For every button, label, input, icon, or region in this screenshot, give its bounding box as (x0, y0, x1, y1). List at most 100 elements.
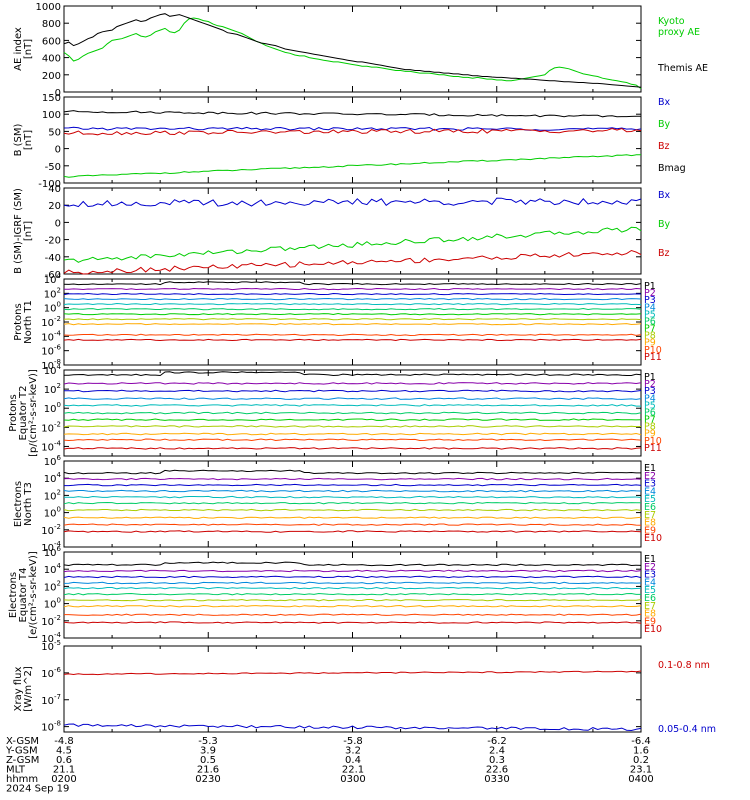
channel-line-e3 (63, 575, 642, 579)
series-line-themis-ae (63, 13, 642, 88)
y-tick-label: 100 (42, 110, 61, 121)
legend-e9: E9 (644, 525, 656, 536)
channel-line-e2 (63, 569, 642, 573)
legend-e2: E2 (644, 471, 656, 482)
axis-row-value: 22.6 (486, 765, 508, 776)
axis-row-value: 2.4 (489, 746, 505, 757)
legend-p5: P5 (644, 400, 656, 411)
y-axis-label: Protons (8, 394, 19, 431)
channel-line-e7 (63, 598, 642, 602)
y-tick-label: 10-8 (41, 720, 61, 734)
channel-line-e1 (63, 561, 642, 567)
legend-kyoto: proxy AE (658, 27, 700, 38)
axis-row-value: -5.8 (343, 736, 363, 747)
axis-row-value: 23.1 (630, 765, 652, 776)
legend-e4: E4 (644, 486, 656, 497)
legend-p6: P6 (644, 407, 656, 418)
y-tick-label: 102 (44, 488, 61, 502)
channel-line-p10 (63, 333, 642, 337)
y-tick-label: 10-2 (41, 614, 61, 628)
series-line-0.1-0.8 nm (63, 670, 642, 676)
series-line-0.05-0.4 nm (63, 723, 642, 732)
axis-row-value: 3.9 (200, 746, 216, 757)
y-tick-label: -50 (45, 162, 61, 173)
axis-row-label: hhmm (6, 774, 38, 785)
channel-line-p4 (63, 397, 642, 400)
legend-p9: P9 (644, 429, 656, 440)
legend-e7: E7 (644, 510, 656, 521)
legend-p10: P10 (644, 436, 662, 447)
axis-row-value: 4.5 (56, 746, 72, 757)
y-tick-label: 10-2 (41, 315, 61, 329)
y-tick-label: 104 (44, 562, 62, 576)
axis-row-value: 3.2 (345, 746, 361, 757)
y-tick-label: -60 (45, 270, 61, 281)
channel-line-p3 (64, 389, 642, 393)
y-tick-label: -100 (38, 179, 61, 190)
y-tick-label: 10-5 (41, 639, 61, 653)
legend-bx: Bx (658, 190, 671, 201)
legend-bz: Bz (658, 248, 670, 259)
y-tick-label: 100 (44, 597, 61, 611)
legend-e1: E1 (644, 463, 656, 474)
axis-row-label: MLT (6, 765, 26, 776)
legend-p8: P8 (644, 422, 656, 433)
y-axis-label: Electrons (13, 481, 24, 527)
y-axis-label: B (SM)-IGRF (SM) (13, 188, 24, 274)
legend-p7: P7 (644, 415, 656, 426)
legend-p2: P2 (644, 379, 656, 390)
channel-line-e1 (63, 469, 641, 475)
panel-frame (63, 5, 642, 93)
legend-e6: E6 (644, 502, 656, 513)
y-tick-label: 600 (42, 36, 61, 47)
series-line-bx (63, 197, 642, 208)
legend-by: By (658, 219, 671, 230)
panel-5: 104 102 100 10-2 10-4 Protons Equator T2 [p/(cm… (8, 363, 662, 457)
channel-line-p6 (63, 307, 642, 311)
channel-line-p1 (63, 371, 642, 377)
channel-line-e4 (63, 489, 642, 493)
channel-line-e8 (63, 604, 642, 608)
y-tick-label: 10-4 (41, 439, 61, 453)
legend-kyoto: Kyoto (658, 16, 685, 27)
legend-e10: E10 (644, 533, 662, 544)
channel-line-p9 (63, 432, 642, 436)
axis-row-value: 0.3 (489, 755, 505, 766)
legend-p2: P2 (644, 288, 656, 299)
axis-row-value: 0.5 (200, 755, 216, 766)
y-tick-label: 0 (55, 218, 61, 229)
legend-e10: E10 (644, 624, 662, 635)
legend-e3: E3 (644, 479, 656, 490)
channel-line-e9 (64, 613, 642, 616)
y-tick-label: 104 (44, 471, 62, 485)
y-tick-label: -40 (45, 253, 61, 264)
legend-e1: E1 (644, 554, 656, 565)
axis-row-value: 21.6 (197, 765, 219, 776)
y-axis-label: Xray flux (13, 667, 24, 712)
y-tick-label: 200 (42, 71, 61, 82)
legend-e2: E2 (644, 562, 656, 573)
axis-row-value: 0300 (340, 774, 365, 785)
axis-row-value: 0.6 (56, 755, 72, 766)
channel-line-p8 (63, 425, 642, 428)
y-tick-label: 10-7 (41, 693, 61, 707)
channel-line-p8 (63, 318, 642, 321)
legend-p5: P5 (644, 309, 656, 320)
y-axis-label: Equator T4 (18, 568, 29, 623)
axis-row-value: 0400 (628, 774, 653, 785)
channel-line-e4 (63, 581, 642, 585)
axis-row-value: 0.2 (633, 755, 649, 766)
panel-2: 150 100 50 0 -50 -100 B (SM) [nT] Bx By Bz Bmag (13, 93, 686, 190)
channel-line-p7 (63, 418, 642, 421)
axis-row-value: 0330 (484, 774, 509, 785)
y-axis-label: [nT] (23, 221, 34, 241)
y-tick-label: 102 (44, 382, 61, 396)
channel-line-p11 (63, 447, 642, 450)
y-tick-label: 10-6 (41, 666, 61, 680)
legend-e4: E4 (644, 577, 656, 588)
panel-frame (63, 645, 642, 733)
legend-p3: P3 (644, 386, 656, 397)
